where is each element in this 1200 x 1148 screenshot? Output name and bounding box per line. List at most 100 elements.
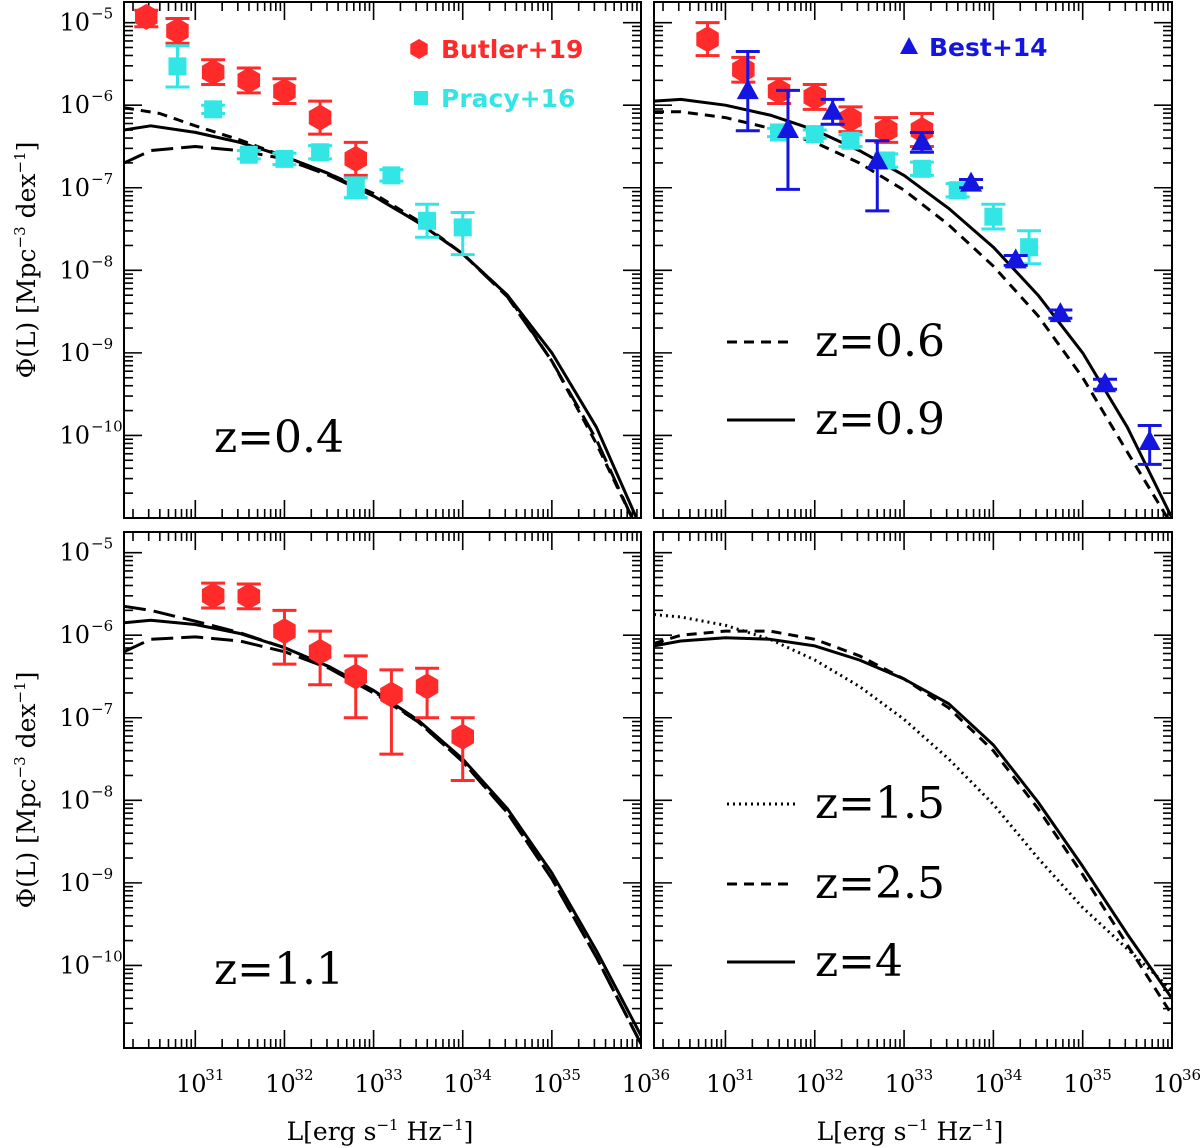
legend-marker (900, 37, 918, 54)
legend-label: z=0.9 (815, 394, 945, 445)
y-tick-exponent: −5 (91, 5, 113, 23)
data-point (451, 723, 474, 750)
panel-frame (123, 1, 642, 519)
redshift-annotation: z=1.1 (214, 944, 344, 995)
y-tick-label: 10 (59, 256, 90, 284)
model-curve-solid (124, 618, 641, 1037)
x-axis-title-right: L[erg s−1 Hz−1] (817, 1116, 1004, 1146)
model-curves (124, 106, 638, 518)
superscript: −1 (972, 1116, 994, 1134)
legend-label: Best+14 (929, 33, 1048, 62)
y-tick-exponent: −9 (91, 865, 113, 883)
series-butler-19 (134, 3, 368, 177)
y-tick-label: 10 (59, 869, 90, 897)
x-tick-label: 10 (974, 1070, 1005, 1098)
legend: Butler+19 Pracy+16 (410, 35, 583, 113)
data-point (382, 166, 401, 185)
legend-label: z=2.5 (815, 858, 945, 909)
y-tick-label: 10 (59, 91, 90, 119)
data-point (346, 178, 365, 197)
x-tick-exponent: 35 (562, 1066, 581, 1084)
y-tick-label: 10 (59, 704, 90, 732)
data-point (344, 145, 367, 172)
panel-frame (123, 531, 642, 1049)
legend: z=1.5 z=2.5 z=4 (727, 778, 945, 987)
data-point (273, 618, 296, 645)
legend-label: Pracy+16 (441, 84, 575, 113)
text-part: ] (994, 1117, 1004, 1146)
x-tick-exponent: 33 (384, 1066, 403, 1084)
x-tick-exponent: 36 (651, 1066, 670, 1084)
x-tick-exponent: 31 (205, 1066, 224, 1084)
y-tick-label: 10 (59, 539, 90, 567)
text-part: L[erg s (287, 1117, 377, 1146)
y-tick-label: 10 (59, 786, 90, 814)
x-tick-exponent: 32 (825, 1066, 844, 1084)
text-part: dex (12, 173, 41, 226)
data-point (805, 125, 824, 144)
data-point (732, 56, 755, 83)
text-part: Φ(L) [Mpc (12, 778, 41, 908)
model-curve-short-dash (124, 106, 634, 518)
legend-label: z=1.5 (815, 778, 945, 829)
legend-label: z=4 (815, 936, 903, 987)
superscript: −1 (11, 151, 29, 173)
y-tick-exponent: −5 (91, 535, 113, 553)
y-tick-label: 10 (59, 339, 90, 367)
model-curve-long-dash (124, 145, 634, 518)
data-point (308, 638, 332, 665)
y-tick-label: 10 (59, 951, 90, 979)
data-point (204, 100, 223, 119)
x-tick-label: 10 (533, 1070, 564, 1098)
data-point (1004, 248, 1027, 269)
legend: Best+14 z=0.6 z=0.9 (727, 33, 1048, 445)
data-point (803, 83, 826, 110)
legend-label: Butler+19 (441, 35, 583, 64)
superscript: −1 (376, 1116, 398, 1134)
data-point (453, 218, 472, 237)
text-part: ] (12, 142, 41, 152)
data-point (912, 159, 931, 178)
x-tick-label: 10 (795, 1070, 826, 1098)
x-tick-label: 10 (443, 1070, 474, 1098)
data-point (275, 149, 294, 168)
data-point (166, 17, 189, 44)
data-point (168, 57, 187, 76)
data-point (380, 681, 403, 708)
y-tick-exponent: −6 (91, 87, 113, 105)
data-point (201, 59, 225, 86)
y-tick-exponent: −7 (91, 700, 113, 718)
series-butler-19 (201, 581, 475, 783)
y-axis-title-top: Φ(L) [Mpc−3 dex−1] (11, 142, 41, 379)
x-tick-label: 10 (176, 1070, 207, 1098)
data-point (821, 99, 844, 120)
data-point (1138, 430, 1161, 451)
y-tick-exponent: −10 (91, 947, 123, 965)
y-tick-exponent: −8 (91, 252, 113, 270)
y-tick-exponent: −7 (91, 170, 113, 188)
text-part: ] (464, 1117, 474, 1146)
superscript: −3 (11, 756, 29, 778)
data-point (237, 67, 261, 94)
data-point (1094, 372, 1117, 393)
data-point (960, 171, 983, 192)
panel-frame (653, 1, 1173, 519)
data-point (273, 78, 296, 105)
text-part: L[erg s (817, 1117, 907, 1146)
text-part: Hz (929, 1117, 972, 1146)
x-tick-exponent: 31 (735, 1066, 754, 1084)
panel-top-left: 10−510−610−710−810−910 −10Butler+19Pracy+… (59, 1, 642, 519)
model-curve-short-dash (654, 110, 1169, 518)
text-part: ] (12, 672, 41, 682)
data-point (696, 26, 719, 53)
x-tick-exponent: 34 (473, 1066, 492, 1084)
x-tick-exponent: 32 (294, 1066, 313, 1084)
data-point (1049, 302, 1072, 323)
model-curve-solid (124, 124, 638, 518)
data-point (415, 673, 439, 700)
data-point (984, 207, 1003, 226)
y-tick-label: 10 (59, 174, 90, 202)
y-axis-title-bottom: Φ(L) [Mpc−3 dex−1] (11, 672, 41, 909)
